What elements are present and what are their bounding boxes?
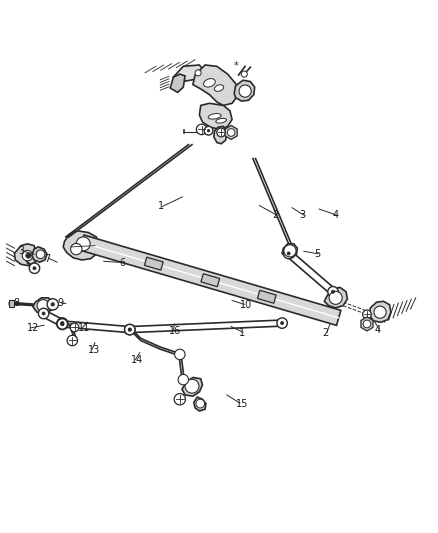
Polygon shape xyxy=(201,274,220,287)
Polygon shape xyxy=(258,290,276,303)
Text: 4: 4 xyxy=(375,325,381,335)
Circle shape xyxy=(185,379,199,393)
Ellipse shape xyxy=(216,118,226,123)
Circle shape xyxy=(374,306,386,318)
Text: 15: 15 xyxy=(236,399,248,409)
Circle shape xyxy=(47,298,58,310)
Text: 10: 10 xyxy=(240,300,252,310)
Circle shape xyxy=(36,250,45,259)
Polygon shape xyxy=(324,287,347,308)
Circle shape xyxy=(178,375,188,385)
Circle shape xyxy=(217,128,226,137)
Circle shape xyxy=(76,237,90,251)
Circle shape xyxy=(70,323,79,332)
Circle shape xyxy=(128,328,131,331)
Circle shape xyxy=(227,128,235,136)
Polygon shape xyxy=(33,298,53,313)
Circle shape xyxy=(207,130,210,132)
Text: 5: 5 xyxy=(314,249,320,260)
Circle shape xyxy=(128,328,131,331)
Text: 13: 13 xyxy=(88,345,100,355)
Circle shape xyxy=(57,318,67,328)
Polygon shape xyxy=(173,65,204,83)
Circle shape xyxy=(51,303,54,306)
Text: 12: 12 xyxy=(27,324,39,333)
Circle shape xyxy=(328,287,338,297)
Polygon shape xyxy=(194,397,206,411)
Text: 11: 11 xyxy=(78,324,90,333)
Circle shape xyxy=(57,319,67,329)
Circle shape xyxy=(71,244,82,255)
Polygon shape xyxy=(214,126,227,144)
Polygon shape xyxy=(32,247,47,262)
Circle shape xyxy=(363,320,371,328)
Circle shape xyxy=(67,335,78,346)
Circle shape xyxy=(281,321,284,325)
Circle shape xyxy=(329,292,342,304)
Polygon shape xyxy=(9,301,14,306)
Text: 2: 2 xyxy=(272,210,279,220)
Text: 1: 1 xyxy=(239,328,245,337)
Circle shape xyxy=(174,393,185,405)
Text: 2: 2 xyxy=(322,328,329,337)
Polygon shape xyxy=(234,80,254,101)
Circle shape xyxy=(42,312,45,315)
Polygon shape xyxy=(182,377,202,396)
Text: 6: 6 xyxy=(119,258,125,268)
Ellipse shape xyxy=(208,114,221,119)
Text: *: * xyxy=(234,61,239,71)
Circle shape xyxy=(124,325,135,335)
Text: 8: 8 xyxy=(14,298,20,309)
Circle shape xyxy=(363,310,371,319)
Circle shape xyxy=(61,321,64,325)
Circle shape xyxy=(22,251,33,261)
Circle shape xyxy=(204,126,213,135)
Circle shape xyxy=(39,308,49,319)
Circle shape xyxy=(57,318,68,329)
Circle shape xyxy=(33,266,36,270)
Circle shape xyxy=(60,322,64,326)
Circle shape xyxy=(277,318,287,328)
Circle shape xyxy=(196,399,205,408)
Circle shape xyxy=(37,300,49,312)
Circle shape xyxy=(287,252,290,255)
Circle shape xyxy=(175,349,185,360)
Text: 16: 16 xyxy=(169,326,181,336)
Circle shape xyxy=(196,124,207,135)
Polygon shape xyxy=(361,317,373,331)
Polygon shape xyxy=(369,301,391,322)
Text: 14: 14 xyxy=(131,355,143,365)
Ellipse shape xyxy=(214,85,224,91)
Circle shape xyxy=(332,290,335,293)
Circle shape xyxy=(29,263,40,273)
Circle shape xyxy=(124,325,135,335)
Text: 7: 7 xyxy=(44,254,50,264)
Circle shape xyxy=(61,322,64,326)
Circle shape xyxy=(195,70,201,76)
Text: 9: 9 xyxy=(57,298,63,309)
Text: 4: 4 xyxy=(332,210,338,220)
Text: 3: 3 xyxy=(18,246,24,256)
Text: 3: 3 xyxy=(300,210,306,220)
Polygon shape xyxy=(193,65,239,106)
Circle shape xyxy=(26,253,31,258)
Text: 1: 1 xyxy=(158,201,164,212)
Polygon shape xyxy=(225,125,237,140)
Polygon shape xyxy=(63,231,99,260)
Polygon shape xyxy=(199,103,232,130)
Polygon shape xyxy=(170,74,185,92)
Circle shape xyxy=(283,248,294,259)
Circle shape xyxy=(241,71,247,77)
Circle shape xyxy=(284,245,296,257)
Ellipse shape xyxy=(204,78,215,87)
Polygon shape xyxy=(14,244,36,265)
Circle shape xyxy=(239,85,251,97)
Polygon shape xyxy=(282,244,297,258)
Polygon shape xyxy=(145,257,163,270)
Polygon shape xyxy=(80,235,341,325)
